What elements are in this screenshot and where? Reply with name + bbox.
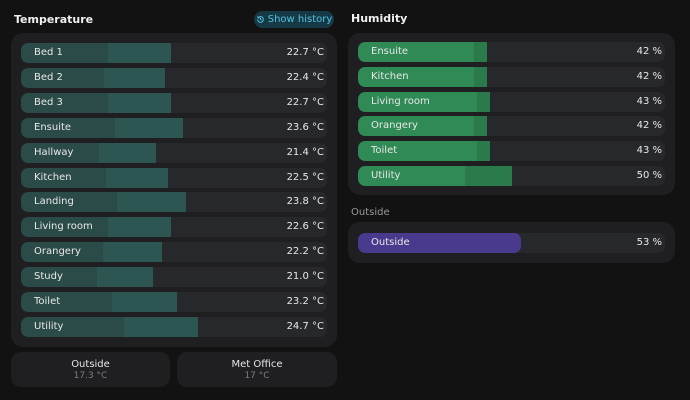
temperature-bar-fill — [21, 217, 171, 238]
temperature-value: 22.7 °C — [286, 47, 324, 58]
humidity-bar-fill — [358, 166, 512, 186]
temperature-row-living-room[interactable]: Living room 22.6 °C — [21, 217, 327, 238]
tile-value: 17 °C — [244, 371, 270, 381]
temperature-label: Study — [34, 271, 63, 283]
humidity-row-living-room[interactable]: Living room 43 % — [358, 91, 665, 112]
outside-card: Outside 53 % — [348, 222, 675, 263]
humidity-row-kitchen[interactable]: Kitchen 42 % — [358, 66, 665, 87]
humidity-label: Kitchen — [371, 70, 409, 82]
temperature-label: Hallway — [34, 146, 74, 158]
humidity-row-utility[interactable]: Utility 50 % — [358, 166, 665, 186]
humidity-label: Orangery — [371, 120, 418, 132]
temperature-card: Bed 1 22.7 °C Bed 2 22.4 °C Bed 3 22.7 °C Ensu… — [11, 33, 337, 347]
humidity-value: 42 % — [636, 46, 662, 57]
temperature-row-orangery[interactable]: Orangery 22.2 °C — [21, 242, 327, 263]
humidity-label: Utility — [371, 170, 401, 181]
humidity-row-toilet[interactable]: Toilet 43 % — [358, 141, 665, 162]
outside-temperature-tile[interactable]: Outside 17.3 °C — [11, 352, 170, 387]
temperature-bar-fill — [21, 92, 171, 113]
humidity-value: 42 % — [636, 120, 662, 132]
humidity-label: Ensuite — [371, 46, 409, 57]
temperature-label: Bed 1 — [34, 47, 63, 58]
humidity-bar-fill — [358, 91, 490, 112]
humidity-card: Ensuite 42 % Kitchen 42 % Living room 43 % Ora… — [348, 33, 675, 195]
temperature-row-study[interactable]: Study 21.0 °C — [21, 267, 327, 288]
temperature-value: 22.7 °C — [286, 96, 324, 108]
temperature-value: 21.4 °C — [286, 146, 324, 158]
temperature-label: Bed 2 — [34, 71, 63, 83]
temperature-value: 21.0 °C — [286, 271, 324, 283]
tile-value: 17.3 °C — [73, 371, 108, 381]
humidity-bar-fill — [358, 141, 490, 162]
temperature-label: Living room — [34, 221, 93, 233]
humidity-label: Toilet — [371, 145, 398, 157]
history-icon — [256, 15, 265, 24]
temperature-bar-fill — [21, 316, 199, 337]
temperature-value: 22.5 °C — [286, 171, 324, 183]
temperature-row-kitchen[interactable]: Kitchen 22.5 °C — [21, 167, 327, 188]
temperature-row-landing[interactable]: Landing 23.8 °C — [21, 192, 327, 213]
temperature-bar-fill — [21, 167, 168, 188]
temperature-bar-fill — [21, 43, 171, 63]
temperature-value: 22.4 °C — [286, 71, 324, 83]
outside-value: 53 % — [636, 237, 662, 248]
humidity-value: 50 % — [636, 170, 662, 181]
tile-name: Met Office — [231, 359, 283, 370]
temperature-title: Temperature — [14, 13, 94, 26]
temperature-row-toilet[interactable]: Toilet 23.2 °C — [21, 292, 327, 312]
humidity-value: 43 % — [636, 145, 662, 157]
show-history-label: Show history — [267, 14, 333, 25]
humidity-value: 42 % — [636, 70, 662, 82]
humidity-label: Living room — [371, 95, 430, 107]
temperature-bar-fill — [21, 267, 153, 288]
temperature-row-bed-1[interactable]: Bed 1 22.7 °C — [21, 43, 327, 63]
humidity-bar-fill — [358, 116, 487, 137]
temperature-bar-fill — [21, 242, 162, 263]
show-history-button[interactable]: Show history — [254, 11, 334, 28]
temperature-label: Kitchen — [34, 171, 72, 183]
temperature-value: 23.8 °C — [286, 196, 324, 208]
humidity-title: Humidity — [351, 12, 408, 25]
humidity-bar-fill — [358, 42, 487, 62]
temperature-bar-fill — [21, 292, 178, 312]
outside-label: Outside — [371, 237, 410, 248]
humidity-value: 43 % — [636, 95, 662, 107]
temperature-label: Utility — [34, 320, 64, 332]
temperature-value: 23.2 °C — [286, 296, 324, 307]
outside-title: Outside — [351, 207, 390, 218]
temperature-bar-fill — [21, 142, 156, 163]
temperature-label: Landing — [34, 196, 74, 208]
temperature-label: Ensuite — [34, 121, 72, 133]
temperature-value: 23.6 °C — [286, 121, 324, 133]
temperature-label: Bed 3 — [34, 96, 63, 108]
temperature-row-hallway[interactable]: Hallway 21.4 °C — [21, 142, 327, 163]
outside-row-outside[interactable]: Outside 53 % — [358, 233, 665, 253]
humidity-row-ensuite[interactable]: Ensuite 42 % — [358, 42, 665, 62]
humidity-row-orangery[interactable]: Orangery 42 % — [358, 116, 665, 137]
humidity-bar-fill — [358, 66, 487, 87]
temperature-row-ensuite[interactable]: Ensuite 23.6 °C — [21, 117, 327, 138]
temperature-row-bed-2[interactable]: Bed 2 22.4 °C — [21, 67, 327, 88]
temperature-value: 24.7 °C — [286, 320, 324, 332]
temperature-row-utility[interactable]: Utility 24.7 °C — [21, 316, 327, 337]
temperature-value: 22.2 °C — [286, 246, 324, 258]
temperature-bar-fill — [21, 67, 165, 88]
met-office-tile[interactable]: Met Office 17 °C — [177, 352, 337, 387]
temperature-label: Toilet — [34, 296, 61, 307]
temperature-label: Orangery — [34, 246, 81, 258]
temperature-bar-fill — [21, 117, 184, 138]
temperature-row-bed-3[interactable]: Bed 3 22.7 °C — [21, 92, 327, 113]
tile-name: Outside — [71, 359, 110, 370]
temperature-bar-fill — [21, 192, 187, 213]
outside-bar-fill — [358, 233, 521, 253]
temperature-value: 22.6 °C — [286, 221, 324, 233]
